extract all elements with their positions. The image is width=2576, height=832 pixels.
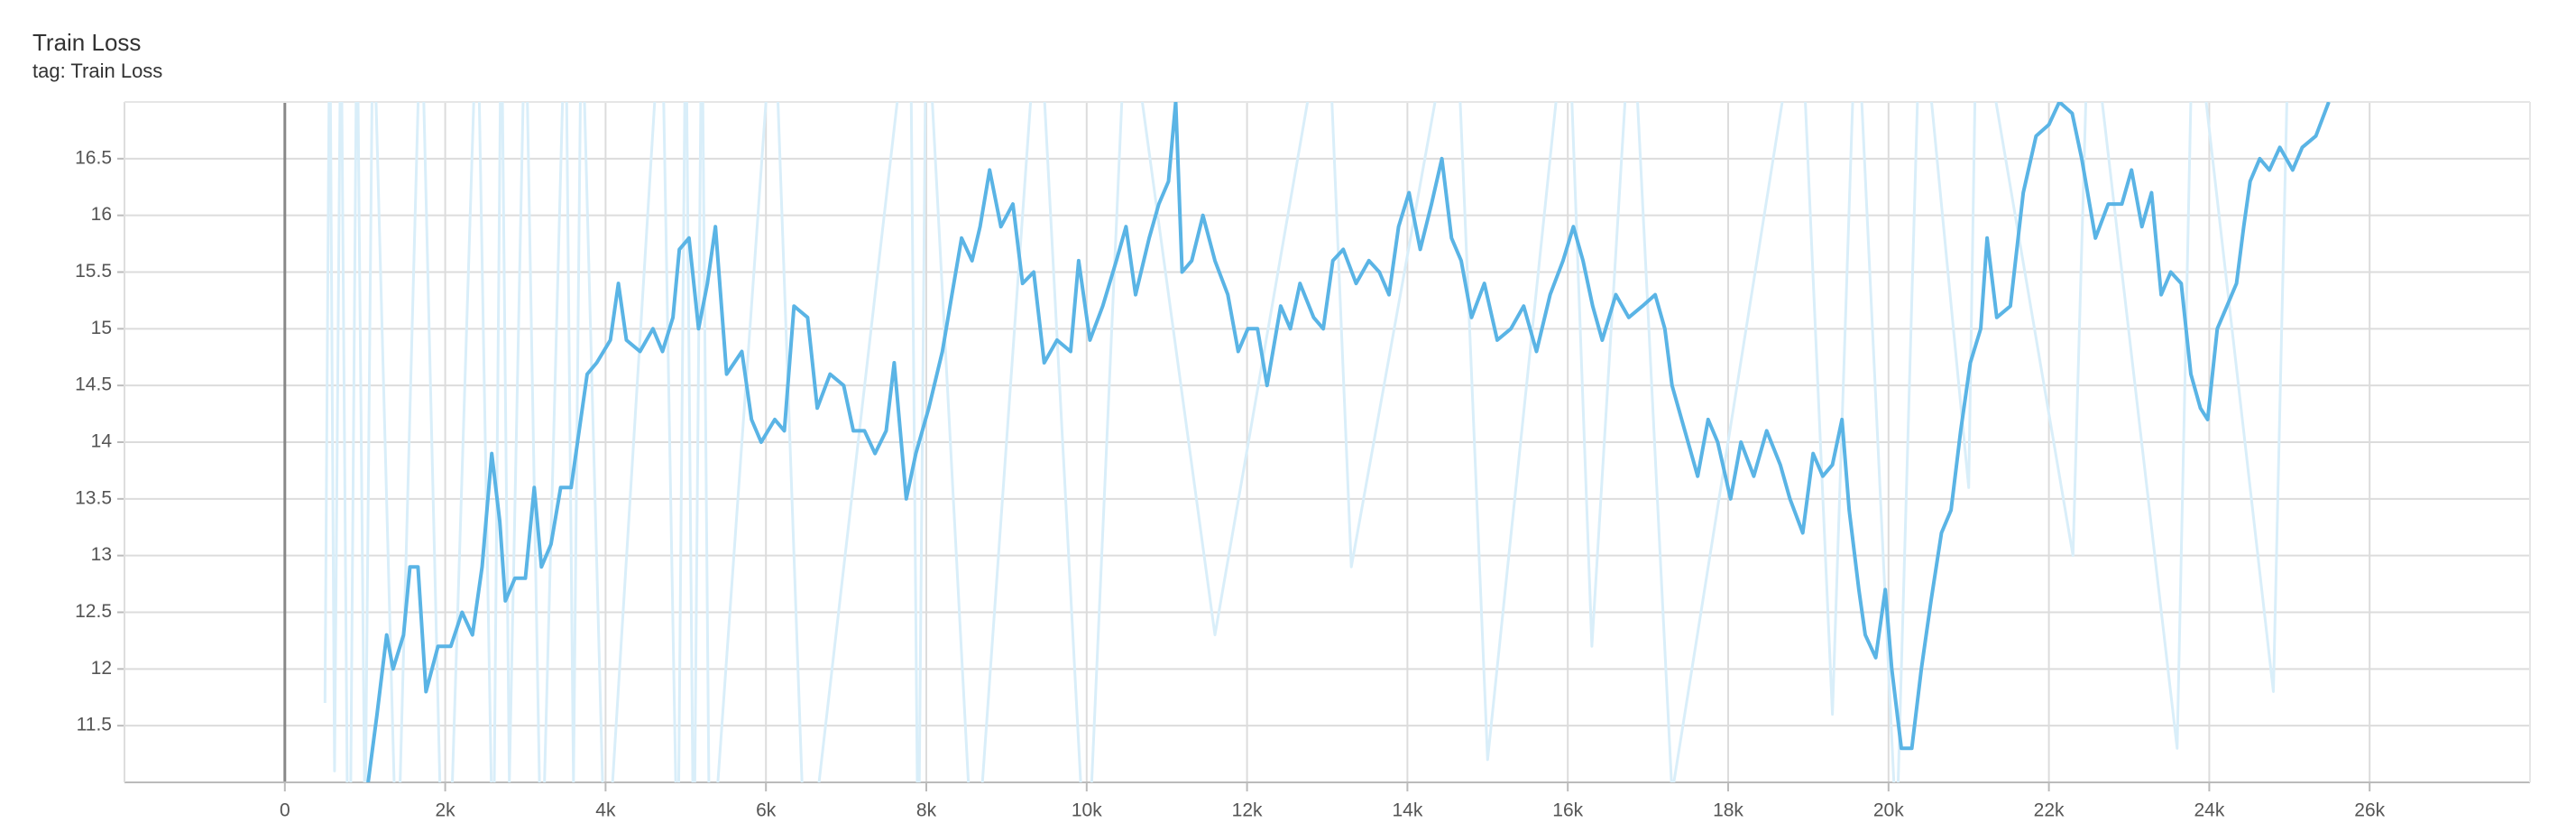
y-tick-label: 13.5 (75, 487, 112, 508)
x-tick-label: 8k (916, 800, 937, 821)
y-tick-label: 15.5 (75, 261, 112, 282)
chart-title: Train Loss (32, 29, 141, 56)
x-tick-label: 2k (436, 800, 456, 821)
x-tick-label: 12k (1232, 800, 1263, 821)
line-series (366, 102, 2331, 782)
y-tick-label: 12 (91, 658, 112, 679)
line-series (323, 102, 2288, 782)
x-tick-label: 24k (2194, 800, 2224, 821)
plot-area (323, 102, 2331, 782)
x-tick-label: 10k (1072, 800, 1102, 821)
y-tick-label: 13 (91, 544, 112, 565)
x-tick-label: 16k (1552, 800, 1583, 821)
x-tick-label: 14k (1392, 800, 1422, 821)
chart-subtitle: tag: Train Loss (32, 60, 162, 82)
y-tick-label: 12.5 (75, 601, 112, 622)
x-tick-label: 18k (1713, 800, 1743, 821)
x-tick-label: 4k (595, 800, 616, 821)
y-tick-label: 15 (91, 318, 112, 338)
x-tick-label: 22k (2034, 800, 2065, 821)
y-tick-label: 16 (91, 204, 112, 225)
x-tick-label: 0 (280, 800, 290, 821)
y-tick-label: 11.5 (77, 715, 112, 735)
x-tick-label: 6k (756, 800, 777, 821)
y-tick-label: 14.5 (75, 374, 112, 395)
y-tick-label: 14 (91, 431, 113, 452)
x-tick-label: 20k (1873, 800, 1904, 821)
y-tick-label: 16.5 (75, 147, 112, 168)
x-tick-label: 26k (2354, 800, 2385, 821)
